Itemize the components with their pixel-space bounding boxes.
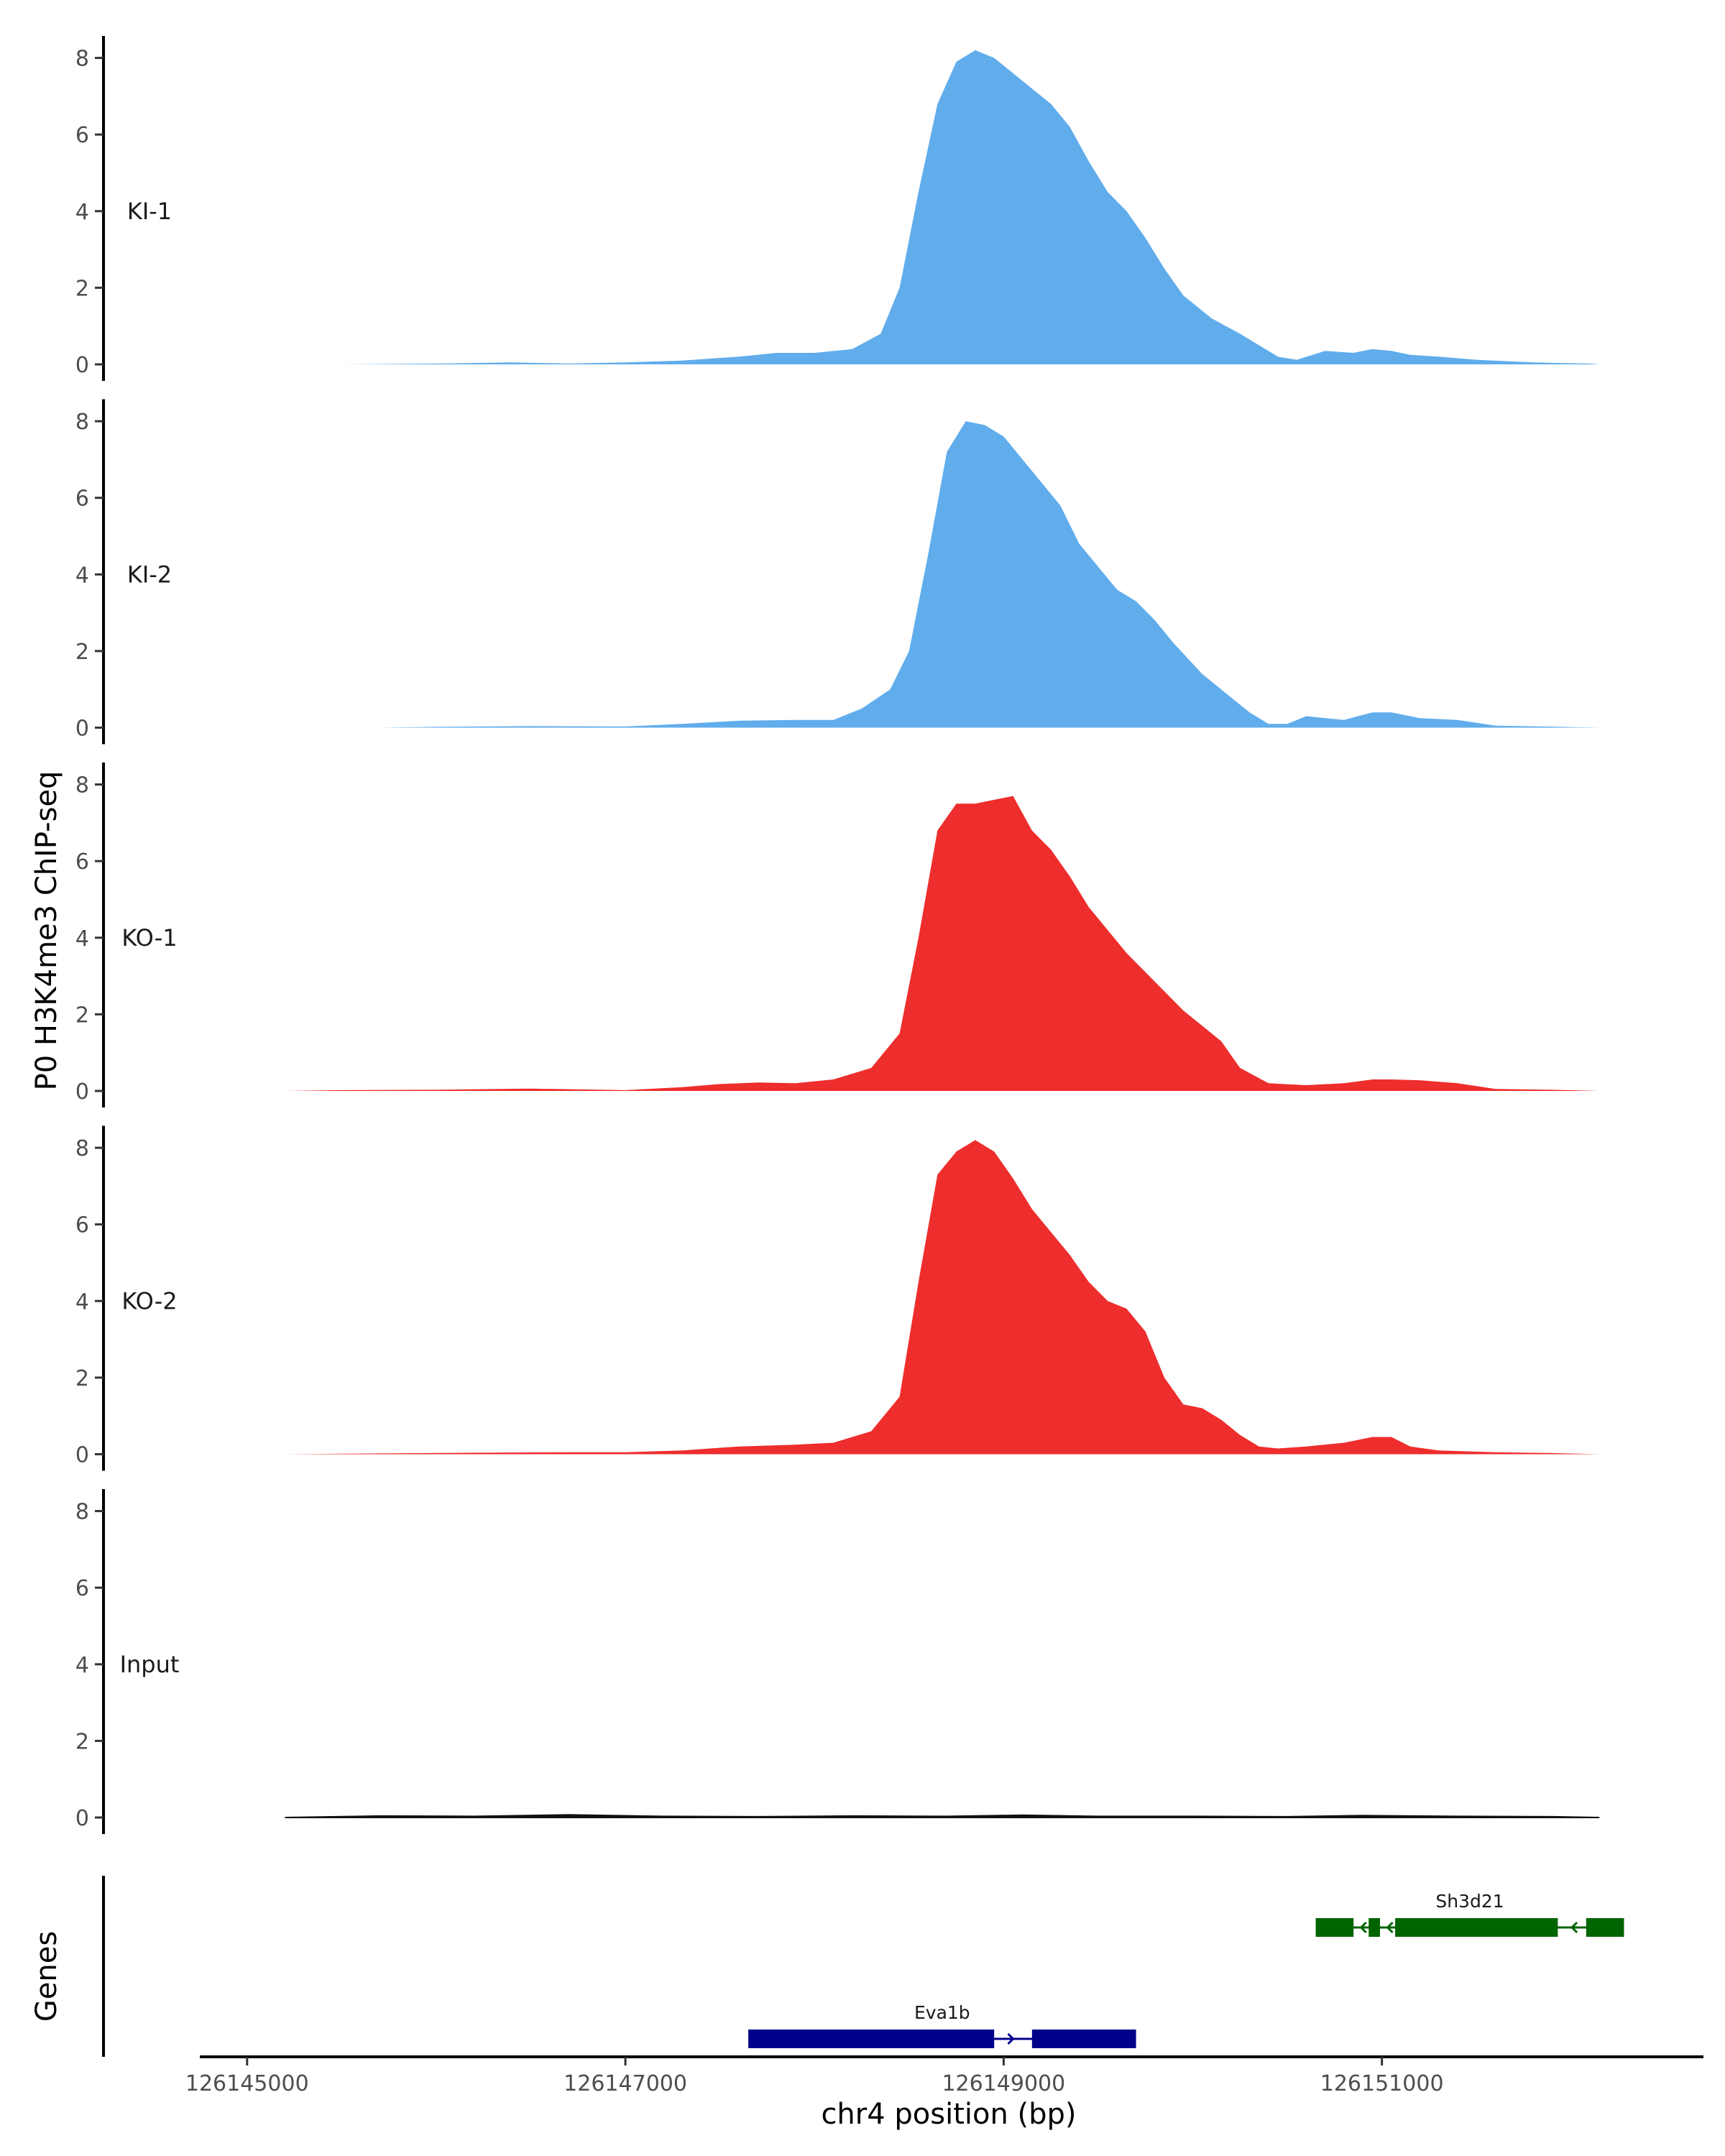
coverage-area xyxy=(285,50,1600,365)
y-tick-label: 6 xyxy=(75,1576,89,1601)
x-axis-title: chr4 position (bp) xyxy=(821,2098,1076,2131)
gene-model: Eva1b xyxy=(748,2002,1136,2048)
y-tick-label: 0 xyxy=(75,1806,89,1831)
gene-exon xyxy=(748,2030,995,2048)
x-tick-label: 126147000 xyxy=(564,2071,687,2096)
y-tick-label: 2 xyxy=(75,1729,89,1754)
y-tick-label: 8 xyxy=(75,410,89,435)
y-tick-label: 4 xyxy=(75,1653,89,1678)
gene-exon xyxy=(1368,1918,1381,1937)
gene-exon xyxy=(1031,2030,1136,2048)
y-tick-label: 4 xyxy=(75,200,89,225)
coverage-area xyxy=(285,1814,1600,1818)
y-tick-label: 2 xyxy=(75,1366,89,1391)
strand-arrow xyxy=(1570,1921,1578,1934)
y-axis-title: P0 H3K4me3 ChIP-seq xyxy=(30,771,63,1091)
strand-arrow xyxy=(1007,2032,1015,2045)
gene-exon xyxy=(1315,1918,1354,1937)
y-tick-label: 6 xyxy=(75,1213,89,1238)
gene-model: Sh3d21 xyxy=(1315,1891,1624,1937)
track-panel: 0 2 4 6 8 KI-1 xyxy=(75,36,1600,381)
y-tick-label: 4 xyxy=(75,1289,89,1314)
gene-exon xyxy=(1395,1918,1558,1937)
track-label: KI-1 xyxy=(127,198,172,225)
coverage-area xyxy=(285,796,1600,1091)
y-tick-label: 2 xyxy=(75,276,89,301)
gene-exon xyxy=(1586,1918,1624,1937)
track-panel: 0 2 4 6 8 KI-2 xyxy=(75,399,1600,745)
y-tick-label: 0 xyxy=(75,1443,89,1468)
x-tick-label: 126151000 xyxy=(1320,2071,1444,2096)
y-tick-label: 4 xyxy=(75,563,89,588)
coverage-area xyxy=(285,421,1600,728)
strand-arrow xyxy=(1386,1921,1394,1934)
y-tick-label: 0 xyxy=(75,717,89,742)
gene-label: Eva1b xyxy=(914,2002,970,2023)
y-tick-label: 0 xyxy=(75,353,89,378)
y-tick-label: 4 xyxy=(75,926,89,952)
y-tick-label: 6 xyxy=(75,487,89,512)
track-panel: 0 2 4 6 8 KO-1 xyxy=(75,763,1600,1107)
coverage-area xyxy=(285,1140,1600,1455)
y-tick-label: 2 xyxy=(75,1003,89,1028)
track-label: Input xyxy=(120,1651,180,1678)
coverage-tracks: 0 2 4 6 8 KI-1 0 2 4 6 8 KI-2 0 2 4 6 8 KO-1 0 2 4 6 8 KO-2 0 2 4 6… xyxy=(75,36,1600,1834)
gene-track: Eva1b Sh3d21 xyxy=(748,1891,1624,2048)
track-label: KO-2 xyxy=(121,1287,177,1314)
y-tick-label: 8 xyxy=(75,773,89,798)
track-panel: 0 2 4 6 8 KO-2 xyxy=(75,1125,1600,1471)
track-label: KO-1 xyxy=(121,924,177,952)
strand-arrow xyxy=(1359,1921,1367,1934)
x-tick-label: 126149000 xyxy=(942,2071,1065,2096)
x-axis: 126145000 126147000 126149000 126151000 xyxy=(185,2055,1703,2096)
y-tick-label: 6 xyxy=(75,123,89,148)
gene-label: Sh3d21 xyxy=(1435,1891,1504,1912)
track-label: KI-2 xyxy=(127,561,172,588)
y-tick-label: 8 xyxy=(75,1136,89,1161)
y-tick-label: 0 xyxy=(75,1079,89,1105)
y-tick-label: 6 xyxy=(75,849,89,875)
track-panel: 0 2 4 6 8 Input xyxy=(75,1489,1600,1834)
y-tick-label: 2 xyxy=(75,640,89,665)
y-tick-label: 8 xyxy=(75,47,89,72)
x-tick-label: 126145000 xyxy=(185,2071,309,2096)
y-tick-label: 8 xyxy=(75,1500,89,1525)
genes-track-title: Genes xyxy=(30,1931,63,2022)
